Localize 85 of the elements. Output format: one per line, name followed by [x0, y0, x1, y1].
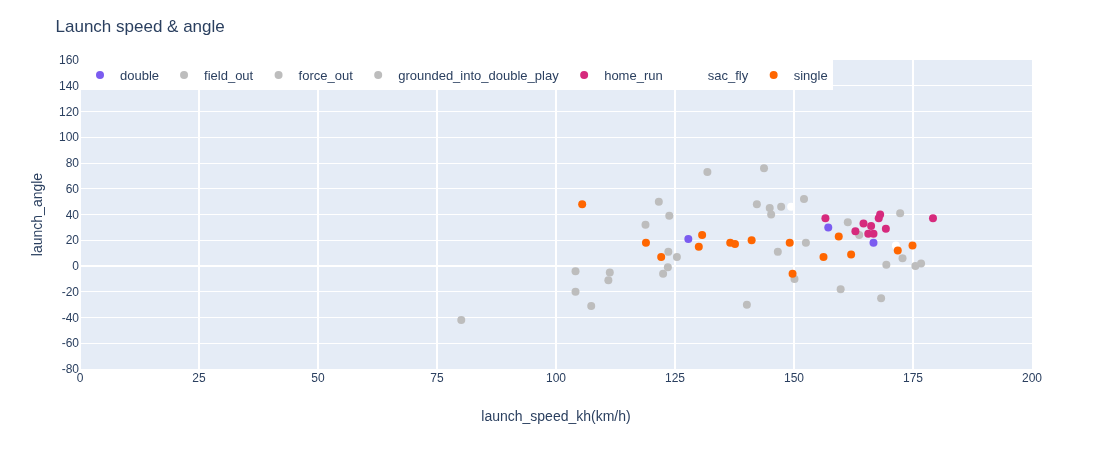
- point: [911, 262, 920, 270]
- point: [760, 164, 769, 173]
- point: [571, 287, 580, 296]
- point: [773, 247, 782, 256]
- y-axis-title: launch_angle: [29, 172, 45, 257]
- point: [571, 267, 580, 276]
- point: [703, 168, 712, 177]
- point: [847, 250, 856, 259]
- point: [836, 285, 845, 294]
- point: [859, 219, 868, 228]
- point: [800, 195, 808, 204]
- point: [663, 263, 672, 272]
- x-axis-title: launch_speed_kh(km/h): [481, 408, 631, 424]
- y-tick-label: 20: [65, 233, 80, 248]
- point: [928, 214, 937, 223]
- point: [898, 254, 907, 263]
- point: [896, 209, 905, 218]
- point: [777, 202, 786, 211]
- point: [801, 238, 810, 247]
- point: [869, 238, 878, 247]
- y-tick-label: 160: [58, 53, 80, 68]
- point: [605, 268, 614, 277]
- point: [788, 269, 797, 278]
- point: [747, 236, 756, 245]
- point: [893, 246, 902, 255]
- y-tick-label: -60: [61, 336, 80, 351]
- point: [843, 218, 852, 227]
- x-tick-label: 75: [430, 371, 444, 385]
- y-tick-label: 140: [58, 78, 80, 93]
- point: [684, 234, 693, 243]
- x-tick-label: 50: [311, 371, 325, 385]
- point: [876, 210, 885, 219]
- x-tick-label: 100: [545, 371, 567, 385]
- legend-label: single: [793, 68, 828, 84]
- y-tick-label: 80: [65, 156, 80, 171]
- y-tick-label: -20: [61, 284, 80, 299]
- x-tick-label: 25: [192, 371, 206, 385]
- point: [587, 301, 596, 310]
- chart-title: Launch speed & angle: [55, 17, 225, 37]
- point: [869, 229, 878, 238]
- point: [641, 220, 650, 229]
- point: [641, 238, 650, 247]
- point: [877, 294, 886, 303]
- point: [765, 204, 774, 213]
- point: [578, 200, 587, 209]
- y-tick-label: 120: [58, 104, 80, 119]
- point: [881, 224, 890, 233]
- y-tick-label: -40: [61, 310, 80, 325]
- legend-label: grounded_into_double_play: [398, 68, 560, 84]
- point: [742, 300, 751, 309]
- point: [834, 232, 843, 241]
- x-tick-label: 175: [902, 371, 924, 385]
- legend-label: force_out: [298, 68, 354, 84]
- point: [457, 316, 466, 325]
- point: [767, 210, 776, 219]
- point: [694, 242, 703, 251]
- legend-label: home_run: [604, 68, 663, 84]
- point: [752, 200, 761, 209]
- point: [730, 240, 739, 249]
- point: [698, 231, 707, 240]
- point: [657, 252, 666, 261]
- point: [785, 238, 794, 247]
- point: [851, 227, 860, 236]
- y-tick-label: 40: [65, 207, 80, 222]
- point: [659, 269, 668, 278]
- text: sac_fly: [707, 68, 749, 84]
- point: [665, 211, 674, 220]
- point: [664, 247, 673, 256]
- point: [867, 222, 876, 231]
- x-tick-label: 200: [1021, 371, 1043, 385]
- y-tick-label: 100: [58, 130, 80, 145]
- point: [604, 276, 613, 285]
- x-tick-label: 125: [664, 371, 686, 385]
- point: [819, 252, 828, 261]
- point: [821, 214, 830, 223]
- y-tick-label: 0: [72, 259, 80, 274]
- point: [672, 252, 681, 261]
- point: [654, 197, 663, 206]
- point: [908, 241, 917, 250]
- legend-label: double: [120, 68, 160, 84]
- x-tick-label: 150: [783, 371, 805, 385]
- y-tick-label: 60: [65, 181, 80, 196]
- point: [882, 260, 891, 269]
- legend-label: field_out: [204, 68, 254, 84]
- point: [824, 223, 833, 232]
